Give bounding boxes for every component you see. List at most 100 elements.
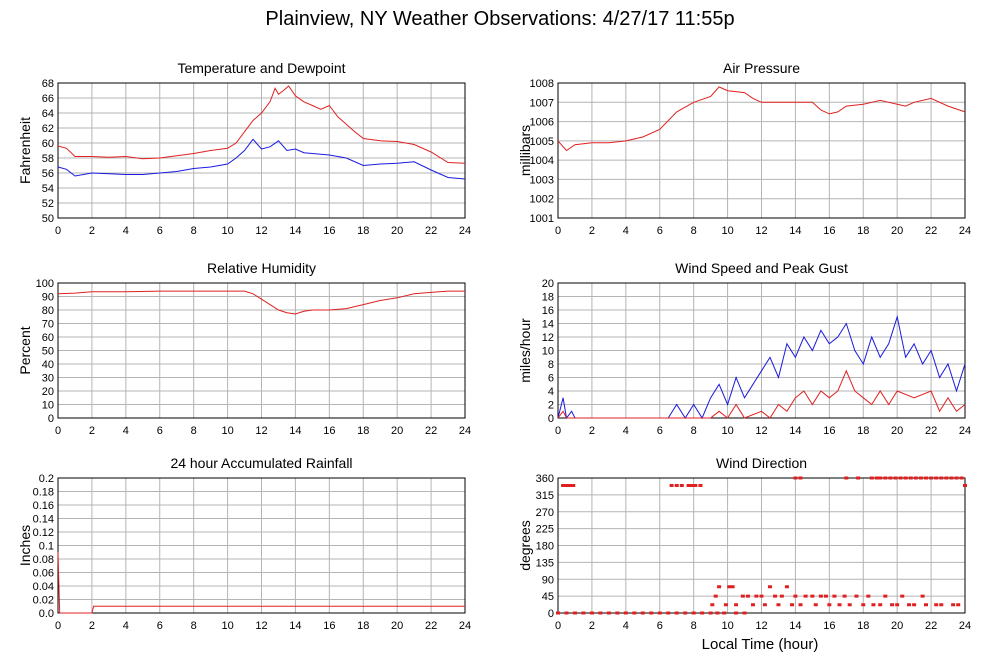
chart-title: Wind Direction [716, 455, 807, 471]
x-tick-label: 10 [721, 225, 733, 237]
x-tick-label: 4 [123, 225, 129, 237]
data-point [951, 603, 956, 607]
y-tick-label: 50 [42, 346, 54, 358]
data-point [773, 594, 778, 598]
data-point [939, 476, 944, 480]
y-axis-label: Inches [17, 525, 33, 566]
data-point [861, 603, 866, 607]
y-tick-label: 68 [42, 78, 54, 90]
y-tick-label: 0 [48, 413, 54, 425]
data-point [798, 603, 803, 607]
x-tick-label: 18 [857, 425, 869, 437]
data-point [944, 476, 949, 480]
x-tick-label: 6 [657, 425, 663, 437]
x-tick-label: 0 [55, 225, 61, 237]
y-tick-label: 0.16 [33, 500, 54, 512]
x-tick-label: 10 [721, 620, 733, 632]
data-point [883, 476, 888, 480]
x-tick-label: 0 [555, 620, 561, 632]
data-point [878, 603, 883, 607]
data-point [890, 603, 895, 607]
x-tick-label: 10 [221, 225, 233, 237]
series-line-blue [557, 314, 966, 420]
x-tick-label: 0 [555, 425, 561, 437]
data-point [898, 476, 903, 480]
series-line-red [57, 85, 466, 164]
data-point [572, 611, 577, 615]
data-point [934, 476, 939, 480]
data-point [929, 476, 934, 480]
chart-title: 24 hour Accumulated Rainfall [170, 455, 352, 471]
x-tick-label: 14 [289, 425, 301, 437]
data-point [691, 611, 696, 615]
data-point [561, 484, 566, 487]
data-point [723, 603, 728, 607]
x-tick-label: 4 [623, 225, 629, 237]
series-line-red [557, 369, 966, 419]
x-tick-label: 8 [191, 620, 197, 632]
x-tick-label: 20 [391, 620, 403, 632]
plot-frame [557, 82, 966, 219]
page-title: Plainview, NY Weather Observations: 4/27… [265, 8, 735, 30]
data-point [657, 611, 662, 615]
y-tick-label: 4 [548, 386, 554, 398]
y-tick-label: 0.04 [33, 581, 54, 593]
x-tick-label: 16 [823, 620, 835, 632]
data-point [623, 611, 628, 615]
x-axis-title: Local Time (hour) [701, 636, 819, 653]
data-point [871, 603, 876, 607]
data-point [751, 603, 756, 607]
x-tick-label: 22 [425, 425, 437, 437]
y-tick-label: 0.2 [39, 473, 54, 485]
chart-title: Temperature and Dewpoint [177, 60, 345, 76]
x-tick-label: 22 [925, 225, 937, 237]
y-tick-label: 20 [542, 278, 554, 290]
x-tick-label: 12 [255, 225, 267, 237]
y-tick-label: 1002 [530, 194, 554, 206]
y-tick-label: 0.18 [33, 487, 54, 499]
chart-title: Wind Speed and Peak Gust [675, 260, 848, 276]
x-tick-label: 24 [459, 620, 471, 632]
x-tick-label: 24 [959, 225, 971, 237]
y-tick-label: 16 [542, 305, 554, 317]
y-tick-label: 70 [42, 319, 54, 331]
data-point [779, 594, 784, 598]
data-point [854, 594, 859, 598]
data-point [954, 476, 959, 480]
plot-frame [57, 282, 466, 419]
data-point [589, 611, 594, 615]
x-tick-label: 10 [721, 425, 733, 437]
x-tick-label: 20 [891, 225, 903, 237]
data-point [700, 611, 705, 615]
data-point [903, 476, 908, 480]
data-point [923, 476, 928, 480]
x-tick-label: 10 [221, 425, 233, 437]
data-point [767, 585, 772, 589]
x-tick-label: 4 [123, 425, 129, 437]
y-tick-label: 62 [42, 123, 54, 135]
data-point [762, 603, 767, 607]
y-tick-label: 180 [536, 541, 554, 553]
data-point [669, 484, 674, 487]
x-tick-label: 12 [755, 225, 767, 237]
data-point [666, 611, 671, 615]
data-point [742, 611, 747, 615]
data-point [713, 594, 718, 598]
y-tick-label: 135 [536, 557, 554, 569]
y-tick-label: 1005 [530, 136, 554, 148]
series-line-red [557, 86, 966, 152]
data-point [717, 585, 722, 589]
x-tick-label: 4 [623, 425, 629, 437]
x-tick-label: 4 [123, 620, 129, 632]
data-point [939, 603, 944, 607]
data-point [912, 603, 917, 607]
data-point [674, 484, 679, 487]
data-point [895, 603, 900, 607]
x-tick-label: 16 [823, 425, 835, 437]
data-point [686, 484, 691, 487]
x-tick-label: 16 [323, 225, 335, 237]
series-line-blue [57, 138, 466, 180]
data-point [564, 484, 569, 487]
